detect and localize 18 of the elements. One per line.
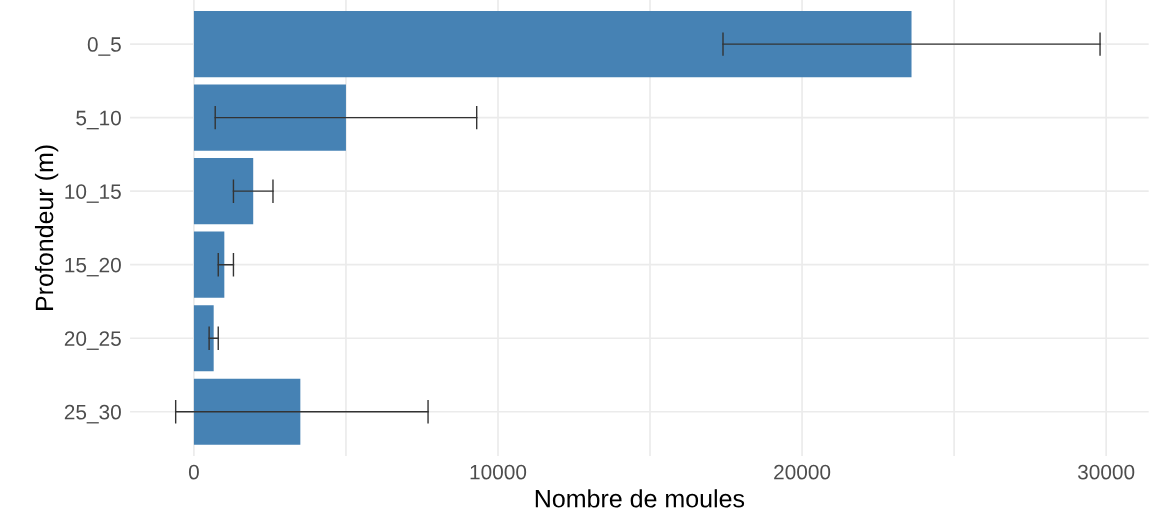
bar <box>193 231 225 298</box>
bar <box>193 11 912 78</box>
y-tick-label: 0_5 <box>87 37 121 56</box>
bar <box>193 305 214 372</box>
x-tick-label: 0 <box>188 464 199 480</box>
y-tick-label: 15_20 <box>65 257 121 277</box>
y-tick-label: 25_30 <box>64 404 121 424</box>
bar <box>193 84 346 151</box>
y-axis-title: Profondeur (m) <box>34 145 59 310</box>
bar <box>193 158 254 225</box>
y-tick-label: 10_15 <box>65 184 121 203</box>
x-tick-label: 20000 <box>774 464 831 480</box>
x-tick-label: 30000 <box>1077 464 1135 480</box>
x-tick-label: 10000 <box>470 464 527 480</box>
x-axis-title: Nombre de moules <box>535 489 745 508</box>
bar <box>193 378 301 445</box>
y-tick-label: 5_10 <box>76 110 121 130</box>
y-tick-label: 20_25 <box>64 331 121 350</box>
